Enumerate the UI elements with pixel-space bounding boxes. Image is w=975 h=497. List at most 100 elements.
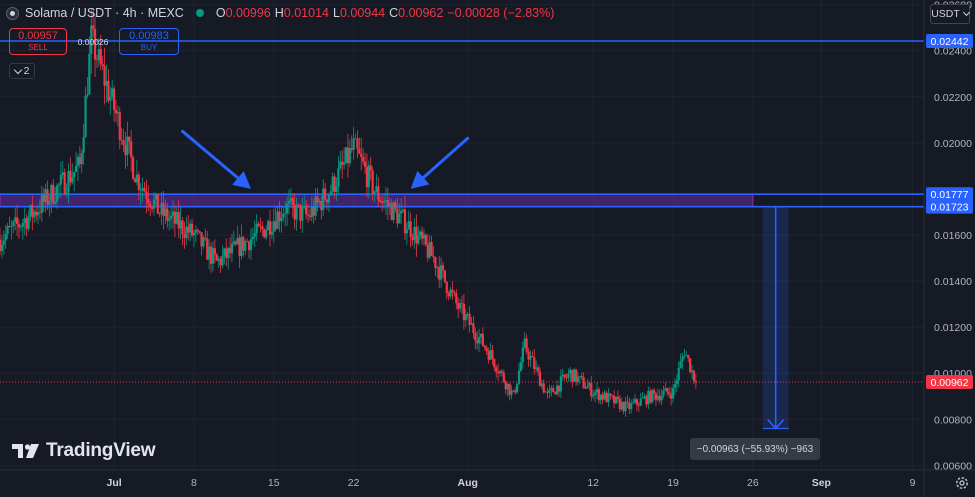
candle-body bbox=[521, 347, 524, 363]
candle-body bbox=[675, 380, 678, 385]
candle-body bbox=[211, 248, 215, 264]
candle-body bbox=[196, 229, 199, 231]
buy-button[interactable]: 0.00983 BUY bbox=[119, 28, 179, 55]
candle-body bbox=[398, 213, 401, 224]
candle-body bbox=[266, 221, 270, 231]
candle-body bbox=[8, 226, 11, 228]
candle-body bbox=[535, 367, 538, 370]
candle-body bbox=[114, 109, 118, 114]
candle-body bbox=[291, 197, 294, 206]
candle-body bbox=[36, 212, 40, 216]
candle-body bbox=[124, 144, 127, 156]
candle-body bbox=[573, 369, 576, 382]
candle-body bbox=[285, 203, 289, 214]
candle-body bbox=[390, 203, 393, 221]
candle-body bbox=[259, 226, 262, 227]
candle-body bbox=[137, 174, 140, 191]
candle-body bbox=[651, 389, 654, 403]
candle-body bbox=[434, 257, 437, 269]
candle-body bbox=[656, 395, 659, 400]
logo-text: TradingView bbox=[46, 440, 156, 461]
candle-body bbox=[295, 204, 298, 220]
candle-body bbox=[616, 396, 620, 399]
candle-body bbox=[649, 390, 652, 403]
candle-body bbox=[71, 176, 74, 183]
price-tag-last: 0.00962 bbox=[931, 377, 969, 389]
candle-body bbox=[498, 371, 502, 374]
candle-body bbox=[131, 157, 135, 179]
candle-body bbox=[677, 367, 680, 381]
candle-body bbox=[337, 168, 340, 187]
candle-body bbox=[143, 188, 146, 192]
candle-body bbox=[234, 241, 237, 245]
candle-body bbox=[168, 218, 171, 221]
candle-body bbox=[103, 66, 106, 86]
candle-body bbox=[483, 345, 486, 348]
candle-body bbox=[668, 392, 671, 395]
candle-body bbox=[179, 220, 182, 229]
candle-body bbox=[679, 360, 682, 368]
close-value: 0.00962 bbox=[398, 6, 444, 20]
gear-icon[interactable] bbox=[953, 474, 971, 492]
candle-body bbox=[93, 28, 97, 60]
candle-body bbox=[324, 188, 327, 200]
candle-body bbox=[304, 206, 308, 215]
candle-body bbox=[512, 390, 515, 392]
candle-body bbox=[576, 376, 580, 382]
resistance-zone-box bbox=[0, 193, 754, 208]
candle-body bbox=[417, 235, 420, 244]
candle-body bbox=[133, 178, 137, 183]
annotation-arrow-shaft bbox=[181, 129, 240, 180]
candle-body bbox=[202, 237, 205, 247]
candle-body bbox=[289, 197, 292, 201]
candle-body bbox=[382, 201, 386, 203]
candle-body bbox=[371, 170, 374, 194]
candle-body bbox=[673, 384, 677, 389]
resistance-zone[interactable] bbox=[0, 193, 754, 208]
candle-body bbox=[280, 217, 283, 222]
candle-body bbox=[69, 170, 72, 183]
candle-body bbox=[111, 88, 114, 97]
candle-body bbox=[194, 229, 197, 233]
symbol-title[interactable]: Solama / USDT · 4h · MEXC bbox=[25, 6, 184, 20]
candle-body bbox=[687, 355, 690, 359]
candle-body bbox=[413, 226, 416, 241]
candle-body bbox=[183, 234, 186, 238]
candle-body bbox=[525, 338, 528, 352]
candle-body bbox=[316, 196, 319, 203]
candle-body bbox=[392, 202, 395, 221]
candle-body bbox=[166, 208, 169, 221]
candle-body bbox=[508, 383, 511, 395]
candle-body bbox=[107, 80, 110, 101]
candle-body bbox=[639, 398, 642, 406]
candle-body bbox=[147, 198, 150, 204]
candle-body bbox=[555, 385, 559, 395]
candle-body bbox=[478, 337, 481, 344]
trade-panel: 0.00957 SELL 0.00026 0.00983 BUY bbox=[9, 28, 179, 55]
candle-body bbox=[491, 350, 494, 360]
candle-body bbox=[681, 356, 684, 361]
market-open-status-icon bbox=[195, 9, 204, 17]
candle-body bbox=[90, 25, 93, 54]
candle-body bbox=[50, 184, 53, 201]
candle-body bbox=[149, 203, 152, 208]
price-range-measure[interactable] bbox=[762, 206, 789, 430]
candle-body bbox=[154, 193, 158, 200]
candle-body bbox=[268, 221, 272, 235]
time-tick-label: 26 bbox=[747, 477, 759, 489]
candle-body bbox=[116, 111, 119, 114]
candle-body bbox=[177, 212, 180, 229]
measure-label: −0.00963 (−55.93%) −963 bbox=[690, 438, 820, 460]
sell-button[interactable]: 0.00957 SELL bbox=[9, 28, 67, 55]
candle-body bbox=[170, 215, 173, 219]
candle-body bbox=[55, 185, 59, 202]
candle-body bbox=[546, 391, 549, 393]
candle-body bbox=[658, 395, 661, 401]
indicators-toggle-button[interactable]: 2 bbox=[9, 63, 35, 79]
time-tick-label: 8 bbox=[191, 477, 197, 489]
annotation-arrows[interactable] bbox=[181, 129, 470, 189]
candle-body bbox=[192, 232, 196, 236]
currency-select[interactable]: USDT bbox=[930, 4, 970, 24]
